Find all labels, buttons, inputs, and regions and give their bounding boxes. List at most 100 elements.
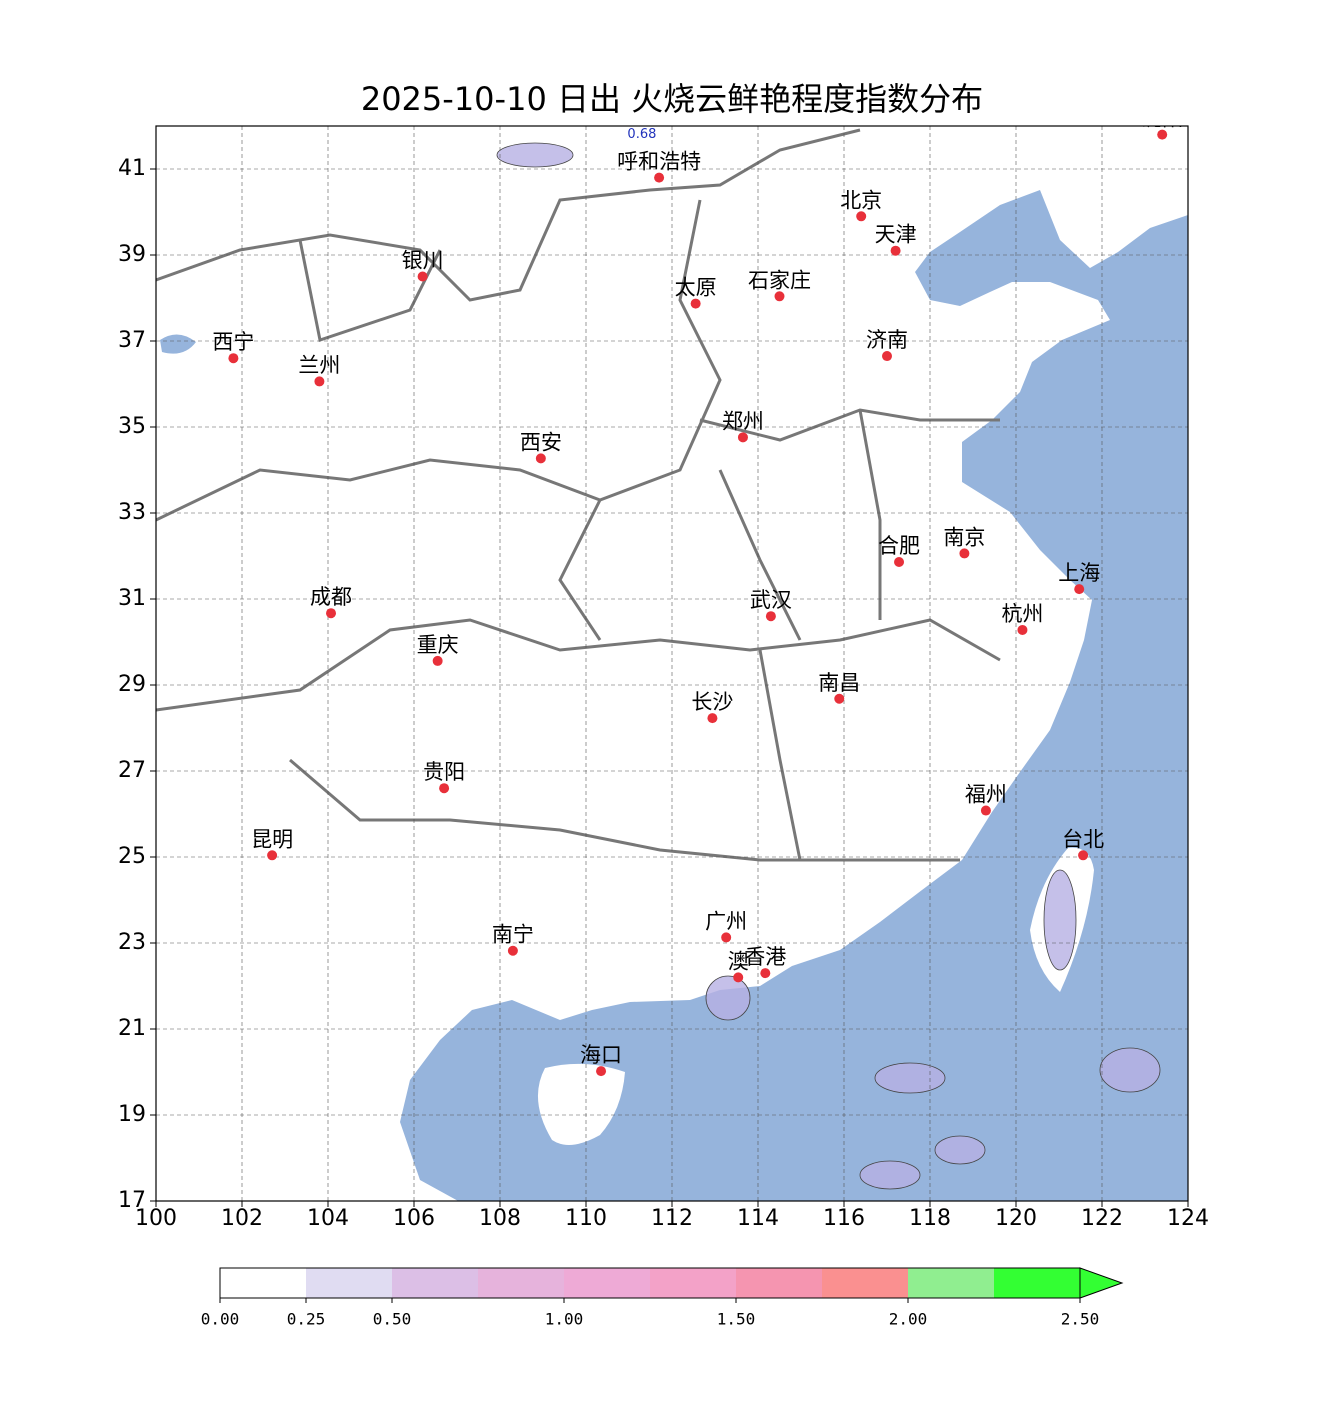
colorbar-tick-label: 0.00 — [201, 1310, 240, 1329]
y-tick-label: 29 — [118, 672, 146, 697]
city-label: 南宁 — [492, 923, 534, 947]
x-tick-label: 108 — [479, 1206, 521, 1231]
city-label: 上海 — [1058, 561, 1100, 585]
colorbar-tick-label: 1.50 — [717, 1310, 756, 1329]
contour-areas — [496, 142, 1161, 1190]
city-dot — [890, 245, 901, 256]
city-label: 海口 — [580, 1043, 622, 1067]
city-label: 呼和浩特 — [617, 150, 701, 174]
x-tick-label: 120 — [995, 1206, 1037, 1231]
y-tick-label: 25 — [118, 844, 146, 869]
city-dot — [228, 353, 239, 364]
sea — [400, 190, 1188, 1201]
city-label: 广州 — [705, 909, 747, 933]
city-label: 香港 — [744, 945, 786, 969]
city-label: 贵阳 — [423, 760, 465, 784]
city-dot — [721, 932, 732, 943]
city-dot — [1074, 584, 1085, 595]
city-label: 台北 — [1062, 827, 1104, 851]
city-dot — [774, 291, 785, 302]
y-tick-label: 21 — [118, 1016, 146, 1041]
city-dot — [690, 298, 701, 309]
city-dot — [707, 713, 718, 724]
city-label: 兰州 — [298, 353, 340, 377]
colorbar-segment — [220, 1268, 306, 1298]
city-dot — [326, 608, 337, 619]
map-title: 2025-10-10 日出 火烧云鲜艳程度指数分布 — [361, 80, 983, 118]
city-label: 西宁 — [212, 330, 254, 354]
city-label: 西安 — [520, 430, 562, 454]
x-tick-label: 106 — [393, 1206, 435, 1231]
colorbar-frame — [219, 1267, 1081, 1299]
y-tick-label: 31 — [118, 586, 146, 611]
y-tick-label: 19 — [118, 1102, 146, 1127]
y-tick-label: 41 — [118, 156, 146, 181]
x-tick-label: 104 — [307, 1206, 349, 1231]
city-dot — [980, 805, 991, 816]
city-dot — [1078, 850, 1089, 861]
y-tick-label: 39 — [118, 242, 146, 267]
colorbar-tick-label: 0.50 — [373, 1310, 412, 1329]
province-borders — [156, 128, 1001, 862]
city-label: 成都 — [310, 585, 352, 609]
city-dot — [765, 611, 776, 622]
x-tick-label: 100 — [135, 1206, 177, 1231]
city-dot — [856, 211, 867, 222]
city-label: 石家庄 — [748, 268, 811, 292]
x-tick-label: 110 — [565, 1206, 607, 1231]
colorbar-tick-label: 0.25 — [287, 1310, 326, 1329]
city-dot — [760, 968, 771, 979]
city-dot — [535, 453, 546, 464]
city-label: 南昌 — [818, 671, 860, 695]
x-tick-label: 124 — [1167, 1206, 1209, 1231]
city-label: 银川 — [402, 249, 444, 273]
colorbar-segment — [994, 1268, 1080, 1298]
colorbar-segment — [392, 1268, 478, 1298]
y-tick-label: 27 — [118, 758, 146, 783]
city-label: 济南 — [866, 328, 908, 352]
city-dot — [959, 548, 970, 559]
city-dot — [733, 972, 744, 983]
lake — [160, 334, 196, 354]
city-label: 南京 — [943, 525, 985, 549]
colorbar-extend — [1079, 1267, 1124, 1299]
colorbar-tick-label: 2.50 — [1061, 1310, 1100, 1329]
city-label: 沈阳 — [1141, 107, 1183, 131]
city-dot — [314, 376, 325, 387]
hainan-island — [537, 1063, 625, 1145]
city-label: 杭州 — [1001, 602, 1043, 626]
city-label: 郑州 — [722, 409, 764, 433]
city-dot — [1157, 129, 1168, 140]
x-tick-label: 112 — [651, 1206, 693, 1231]
city-dot — [432, 655, 443, 666]
city-label: 太原 — [675, 276, 717, 300]
city-label: 澳 — [728, 949, 749, 973]
city-label: 重庆 — [417, 633, 459, 657]
city-label: 长沙 — [691, 690, 733, 714]
city-dot — [882, 351, 892, 362]
x-tick-label: 118 — [909, 1206, 951, 1231]
colorbar-segment — [822, 1268, 908, 1298]
colorbar-tick-label: 2.00 — [889, 1310, 928, 1329]
y-tick-label: 33 — [118, 500, 146, 525]
y-tick-label: 35 — [118, 414, 146, 439]
y-tick-label: 23 — [118, 930, 146, 955]
colorbar-segment — [306, 1268, 392, 1298]
city-dot — [894, 557, 905, 568]
colorbar-segment — [564, 1268, 650, 1298]
city-label: 昆明 — [251, 827, 293, 851]
colorbar-segment — [908, 1268, 994, 1298]
y-tick-label: 17 — [118, 1188, 146, 1213]
contour-annotation: 0.68 — [627, 127, 656, 142]
x-tick-label: 114 — [737, 1206, 779, 1231]
colorbar-segment — [650, 1268, 736, 1298]
city-label: 天津 — [875, 223, 917, 247]
city-label: 北京 — [840, 188, 882, 212]
colorbar-tick-label: 1.00 — [545, 1310, 584, 1329]
city-dot — [654, 172, 665, 183]
city-dot — [1017, 624, 1028, 635]
x-tick-label: 122 — [1081, 1206, 1123, 1231]
